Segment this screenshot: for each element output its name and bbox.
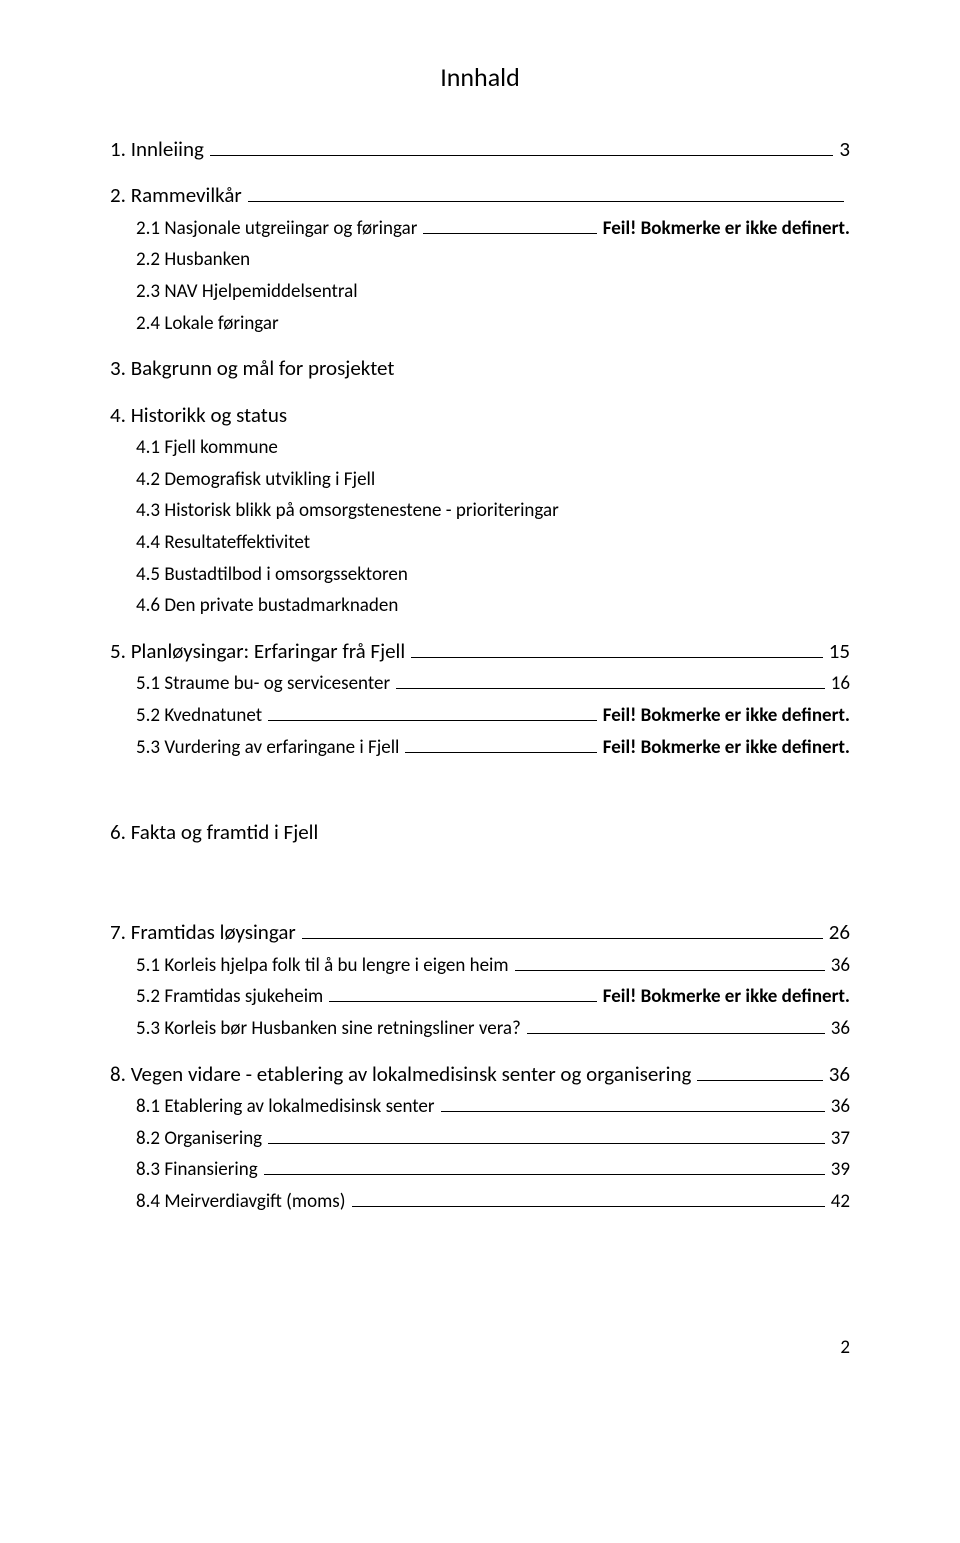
toc-error: Feil! Bokmerke er ikke definert. xyxy=(603,984,850,1010)
toc-entry-2-2: 2.2 Husbanken xyxy=(136,247,850,273)
toc-label: 4.1 Fjell kommune xyxy=(136,435,278,461)
toc-label: 8.4 Meirverdiavgift (moms) xyxy=(136,1189,346,1215)
toc-label: 5.3 Vurdering av erfaringane i Fjell xyxy=(136,735,399,761)
toc-entry-5-1b: 5.1 Korleis hjelpa folk til å bu lengre … xyxy=(136,953,850,979)
toc-label: 2.2 Husbanken xyxy=(136,247,250,273)
toc-entry-2-1: 2.1 Nasjonale utgreiingar og føringar Fe… xyxy=(136,216,850,242)
toc-entry-8-1: 8.1 Etablering av lokalmedisinsk senter … xyxy=(136,1094,850,1120)
toc-label: 2. Rammevilkår xyxy=(110,181,242,209)
toc-entry-5-2b: 5.2 Framtidas sjukeheim Feil! Bokmerke e… xyxy=(136,984,850,1010)
toc-leader xyxy=(268,1143,825,1144)
toc-entry-8-3: 8.3 Finansiering 39 xyxy=(136,1157,850,1183)
toc-leader xyxy=(352,1206,825,1207)
toc-leader xyxy=(268,720,597,721)
toc-page: 37 xyxy=(831,1126,850,1152)
toc-page: 39 xyxy=(831,1157,850,1183)
toc-leader xyxy=(423,233,596,234)
toc-leader xyxy=(697,1080,822,1081)
toc-label: 5.3 Korleis bør Husbanken sine retningsl… xyxy=(136,1016,521,1042)
toc-leader xyxy=(527,1033,825,1034)
toc-entry-4-6: 4.6 Den private bustadmarknaden xyxy=(136,593,850,619)
toc-leader xyxy=(411,657,823,658)
toc-entry-8-4: 8.4 Meirverdiavgift (moms) 42 xyxy=(136,1189,850,1215)
toc-entry-5-1: 5.1 Straume bu- og servicesenter 16 xyxy=(136,671,850,697)
toc-label: 2.1 Nasjonale utgreiingar og føringar xyxy=(136,216,417,242)
toc-label: 5.2 Framtidas sjukeheim xyxy=(136,984,323,1010)
toc-label: 4.3 Historisk blikk på omsorgstenestene … xyxy=(136,498,559,524)
toc-leader xyxy=(264,1174,825,1175)
toc-label: 6. Fakta og framtid i Fjell xyxy=(110,818,318,846)
toc-leader xyxy=(441,1111,825,1112)
toc-label: 8. Vegen vidare - etablering av lokalmed… xyxy=(110,1060,691,1088)
toc-label: 8.3 Finansiering xyxy=(136,1157,258,1183)
toc-entry-4-2: 4.2 Demografisk utvikling i Fjell xyxy=(136,467,850,493)
toc-label: 4. Historikk og status xyxy=(110,401,287,429)
toc-entry-5-3b: 5.3 Korleis bør Husbanken sine retningsl… xyxy=(136,1016,850,1042)
toc-page: 36 xyxy=(831,1094,850,1120)
toc-page: 16 xyxy=(831,671,850,697)
toc-label: 5.2 Kvednatunet xyxy=(136,703,262,729)
toc-entry-4-1: 4.1 Fjell kommune xyxy=(136,435,850,461)
toc-page: 42 xyxy=(831,1189,850,1215)
toc-label: 5.1 Korleis hjelpa folk til å bu lengre … xyxy=(136,953,509,979)
toc-label: 7. Framtidas løysingar xyxy=(110,918,296,946)
toc-entry-5-2: 5.2 Kvednatunet Feil! Bokmerke er ikke d… xyxy=(136,703,850,729)
toc-page: 3 xyxy=(839,135,850,163)
toc-entry-4-4: 4.4 Resultateffektivitet xyxy=(136,530,850,556)
toc-entry-4-3: 4.3 Historisk blikk på omsorgstenestene … xyxy=(136,498,850,524)
toc-page: 15 xyxy=(829,637,850,665)
toc-label: 4.2 Demografisk utvikling i Fjell xyxy=(136,467,375,493)
toc-page: 36 xyxy=(831,1016,850,1042)
toc-label: 4.6 Den private bustadmarknaden xyxy=(136,593,398,619)
toc-entry-3: 3. Bakgrunn og mål for prosjektet xyxy=(110,354,850,382)
toc-page: 36 xyxy=(829,1060,850,1088)
toc-entry-4-5: 4.5 Bustadtilbod i omsorgssektoren xyxy=(136,562,850,588)
toc-leader xyxy=(405,752,596,753)
toc-entry-2-3: 2.3 NAV Hjelpemiddelsentral xyxy=(136,279,850,305)
toc-entry-7: 7. Framtidas løysingar 26 xyxy=(110,918,850,946)
page-title: Innhald xyxy=(110,60,850,95)
toc-label: 5. Planløysingar: Erfaringar frå Fjell xyxy=(110,637,405,665)
toc-error: Feil! Bokmerke er ikke definert. xyxy=(603,703,850,729)
page-number: 2 xyxy=(110,1335,850,1361)
toc-label: 4.4 Resultateffektivitet xyxy=(136,530,310,556)
toc-entry-8-2: 8.2 Organisering 37 xyxy=(136,1126,850,1152)
toc-label: 2.4 Lokale føringar xyxy=(136,311,279,337)
toc-label: 3. Bakgrunn og mål for prosjektet xyxy=(110,354,394,382)
toc-entry-6: 6. Fakta og framtid i Fjell xyxy=(110,818,850,846)
toc-label: 1. Innleiing xyxy=(110,135,204,163)
toc-label: 5.1 Straume bu- og servicesenter xyxy=(136,671,390,697)
toc-label: 8.1 Etablering av lokalmedisinsk senter xyxy=(136,1094,435,1120)
toc-entry-8: 8. Vegen vidare - etablering av lokalmed… xyxy=(110,1060,850,1088)
toc-leader xyxy=(329,1001,597,1002)
toc-entry-4: 4. Historikk og status xyxy=(110,401,850,429)
toc-page: 36 xyxy=(831,953,850,979)
toc-leader xyxy=(248,201,844,202)
toc-leader xyxy=(396,688,825,689)
toc-leader xyxy=(515,970,825,971)
toc-entry-1: 1. Innleiing 3 xyxy=(110,135,850,163)
toc-entry-2: 2. Rammevilkår xyxy=(110,181,850,209)
toc-label: 4.5 Bustadtilbod i omsorgssektoren xyxy=(136,562,408,588)
toc-entry-2-4: 2.4 Lokale føringar xyxy=(136,311,850,337)
toc-entry-5-3: 5.3 Vurdering av erfaringane i Fjell Fei… xyxy=(136,735,850,761)
toc-label: 8.2 Organisering xyxy=(136,1126,262,1152)
toc-entry-5: 5. Planløysingar: Erfaringar frå Fjell 1… xyxy=(110,637,850,665)
toc-error: Feil! Bokmerke er ikke definert. xyxy=(603,735,850,761)
toc-leader xyxy=(210,155,833,156)
toc-label: 2.3 NAV Hjelpemiddelsentral xyxy=(136,279,358,305)
toc-error: Feil! Bokmerke er ikke definert. xyxy=(603,216,850,242)
toc-leader xyxy=(302,938,823,939)
toc-page: 26 xyxy=(829,918,850,946)
